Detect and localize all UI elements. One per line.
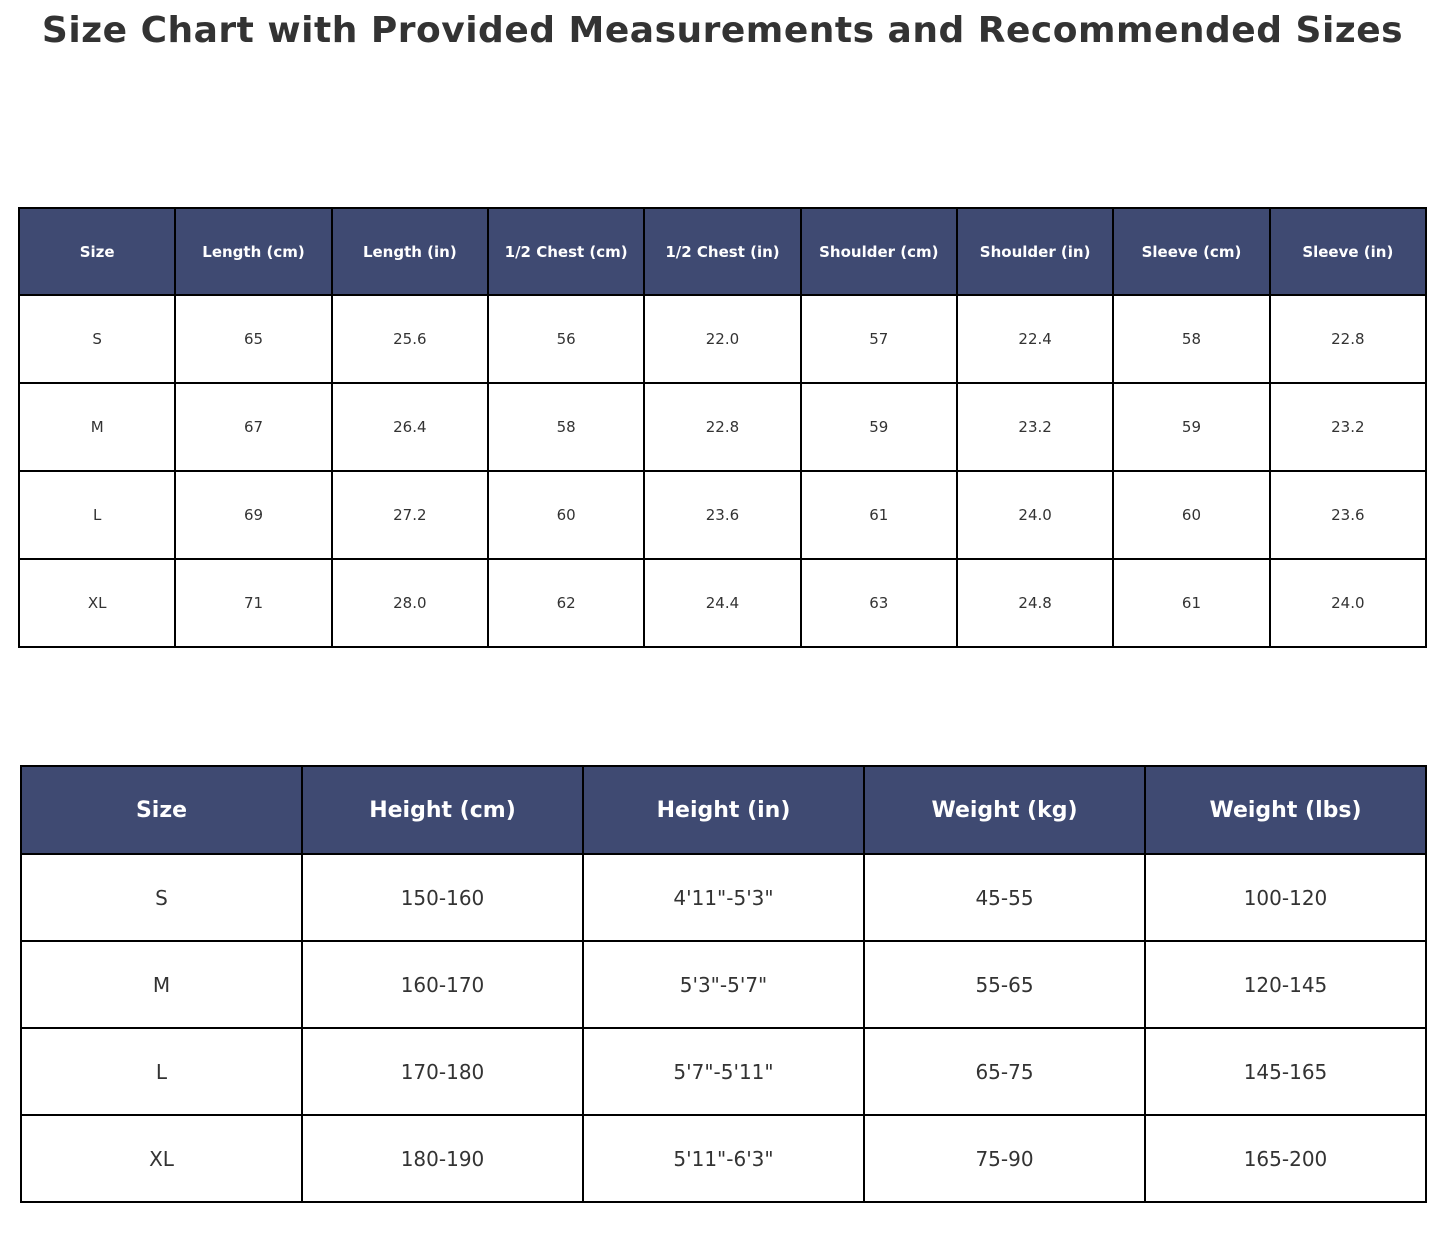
table-cell: 60 [1112, 470, 1271, 560]
table-cell: M [17, 382, 177, 472]
table-cell: 59 [799, 382, 958, 472]
table-cell: 75-90 [863, 1114, 1146, 1203]
table-cell: M [20, 940, 303, 1029]
table-cell: 23.2 [1268, 382, 1428, 472]
table-cell: 165-200 [1144, 1114, 1427, 1203]
table-cell: S [17, 294, 177, 384]
column-header: Size [20, 765, 303, 855]
table-cell: 71 [174, 558, 333, 648]
column-header: Height (cm) [301, 765, 584, 855]
table-cell: 60 [486, 470, 646, 560]
table-cell: 22.4 [955, 294, 1115, 384]
table-cell: 55-65 [863, 940, 1146, 1029]
table-cell: 100-120 [1144, 853, 1427, 942]
table-cell: 65 [174, 294, 333, 384]
column-header: 1/2 Chest (in) [643, 207, 802, 296]
column-header: Shoulder (cm) [799, 207, 958, 296]
table-cell: 27.2 [330, 470, 489, 560]
column-header: 1/2 Chest (cm) [486, 207, 646, 296]
column-header: Size [17, 207, 177, 296]
recommended-sizes-table: Size Height (cm) Height (in) Weight (kg) Wei… [20, 765, 1427, 1203]
table-header-row: Size Height (cm) Height (in) Weight (kg) Wei… [20, 765, 1427, 855]
table-cell: XL [20, 1114, 303, 1203]
table-cell: 180-190 [301, 1114, 584, 1203]
table-cell: 23.6 [1268, 470, 1428, 560]
table-cell: 24.0 [955, 470, 1115, 560]
table-row: L 69 27.2 60 23.6 61 24.0 60 23.6 [17, 470, 1428, 560]
table-cell: 22.8 [1268, 294, 1428, 384]
measurements-table: Size Length (cm) Length (in) 1/2 Chest (cm)… [17, 207, 1428, 648]
table-cell: 24.8 [955, 558, 1115, 648]
table-header-row: Size Length (cm) Length (in) 1/2 Chest (cm)… [17, 207, 1428, 296]
table-cell: 58 [1112, 294, 1271, 384]
table-cell: 22.0 [643, 294, 802, 384]
table-row: S 150-160 4'11"-5'3" 45-55 100-120 [20, 853, 1427, 942]
table-row: XL 71 28.0 62 24.4 63 24.8 61 24.0 [17, 558, 1428, 648]
page-title: Size Chart with Provided Measurements an… [41, 10, 1404, 51]
table-cell: 57 [799, 294, 958, 384]
table-cell: 26.4 [330, 382, 489, 472]
table-cell: 69 [174, 470, 333, 560]
table-cell: L [20, 1027, 303, 1116]
column-header: Sleeve (in) [1268, 207, 1428, 296]
table-cell: 23.2 [955, 382, 1115, 472]
table-cell: 5'11"-6'3" [582, 1114, 865, 1203]
table-cell: 170-180 [301, 1027, 584, 1116]
table-row: M 67 26.4 58 22.8 59 23.2 59 23.2 [17, 382, 1428, 472]
table-cell: 25.6 [330, 294, 489, 384]
table-row: XL 180-190 5'11"-6'3" 75-90 165-200 [20, 1114, 1427, 1203]
column-header: Height (in) [582, 765, 865, 855]
table-cell: 28.0 [330, 558, 489, 648]
table-cell: 160-170 [301, 940, 584, 1029]
table-cell: 24.4 [643, 558, 802, 648]
table-cell: 5'3"-5'7" [582, 940, 865, 1029]
table-cell: 56 [486, 294, 646, 384]
table-cell: 145-165 [1144, 1027, 1427, 1116]
table-cell: 63 [799, 558, 958, 648]
column-header: Length (in) [330, 207, 489, 296]
table-cell: L [17, 470, 177, 560]
table-row: L 170-180 5'7"-5'11" 65-75 145-165 [20, 1027, 1427, 1116]
table-cell: 24.0 [1268, 558, 1428, 648]
table-cell: 67 [174, 382, 333, 472]
table-cell: 58 [486, 382, 646, 472]
table-cell: 62 [486, 558, 646, 648]
table-cell: 4'11"-5'3" [582, 853, 865, 942]
table-cell: 65-75 [863, 1027, 1146, 1116]
table-cell: 59 [1112, 382, 1271, 472]
table-cell: 45-55 [863, 853, 1146, 942]
column-header: Length (cm) [174, 207, 333, 296]
table-row: S 65 25.6 56 22.0 57 22.4 58 22.8 [17, 294, 1428, 384]
table-cell: 61 [799, 470, 958, 560]
table-cell: 23.6 [643, 470, 802, 560]
column-header: Weight (lbs) [1144, 765, 1427, 855]
column-header: Sleeve (cm) [1112, 207, 1271, 296]
column-header: Shoulder (in) [955, 207, 1115, 296]
table-row: M 160-170 5'3"-5'7" 55-65 120-145 [20, 940, 1427, 1029]
table-cell: 61 [1112, 558, 1271, 648]
table-cell: 22.8 [643, 382, 802, 472]
table-cell: 120-145 [1144, 940, 1427, 1029]
column-header: Weight (kg) [863, 765, 1146, 855]
table-cell: S [20, 853, 303, 942]
table-cell: 150-160 [301, 853, 584, 942]
table-cell: 5'7"-5'11" [582, 1027, 865, 1116]
table-cell: XL [17, 558, 177, 648]
